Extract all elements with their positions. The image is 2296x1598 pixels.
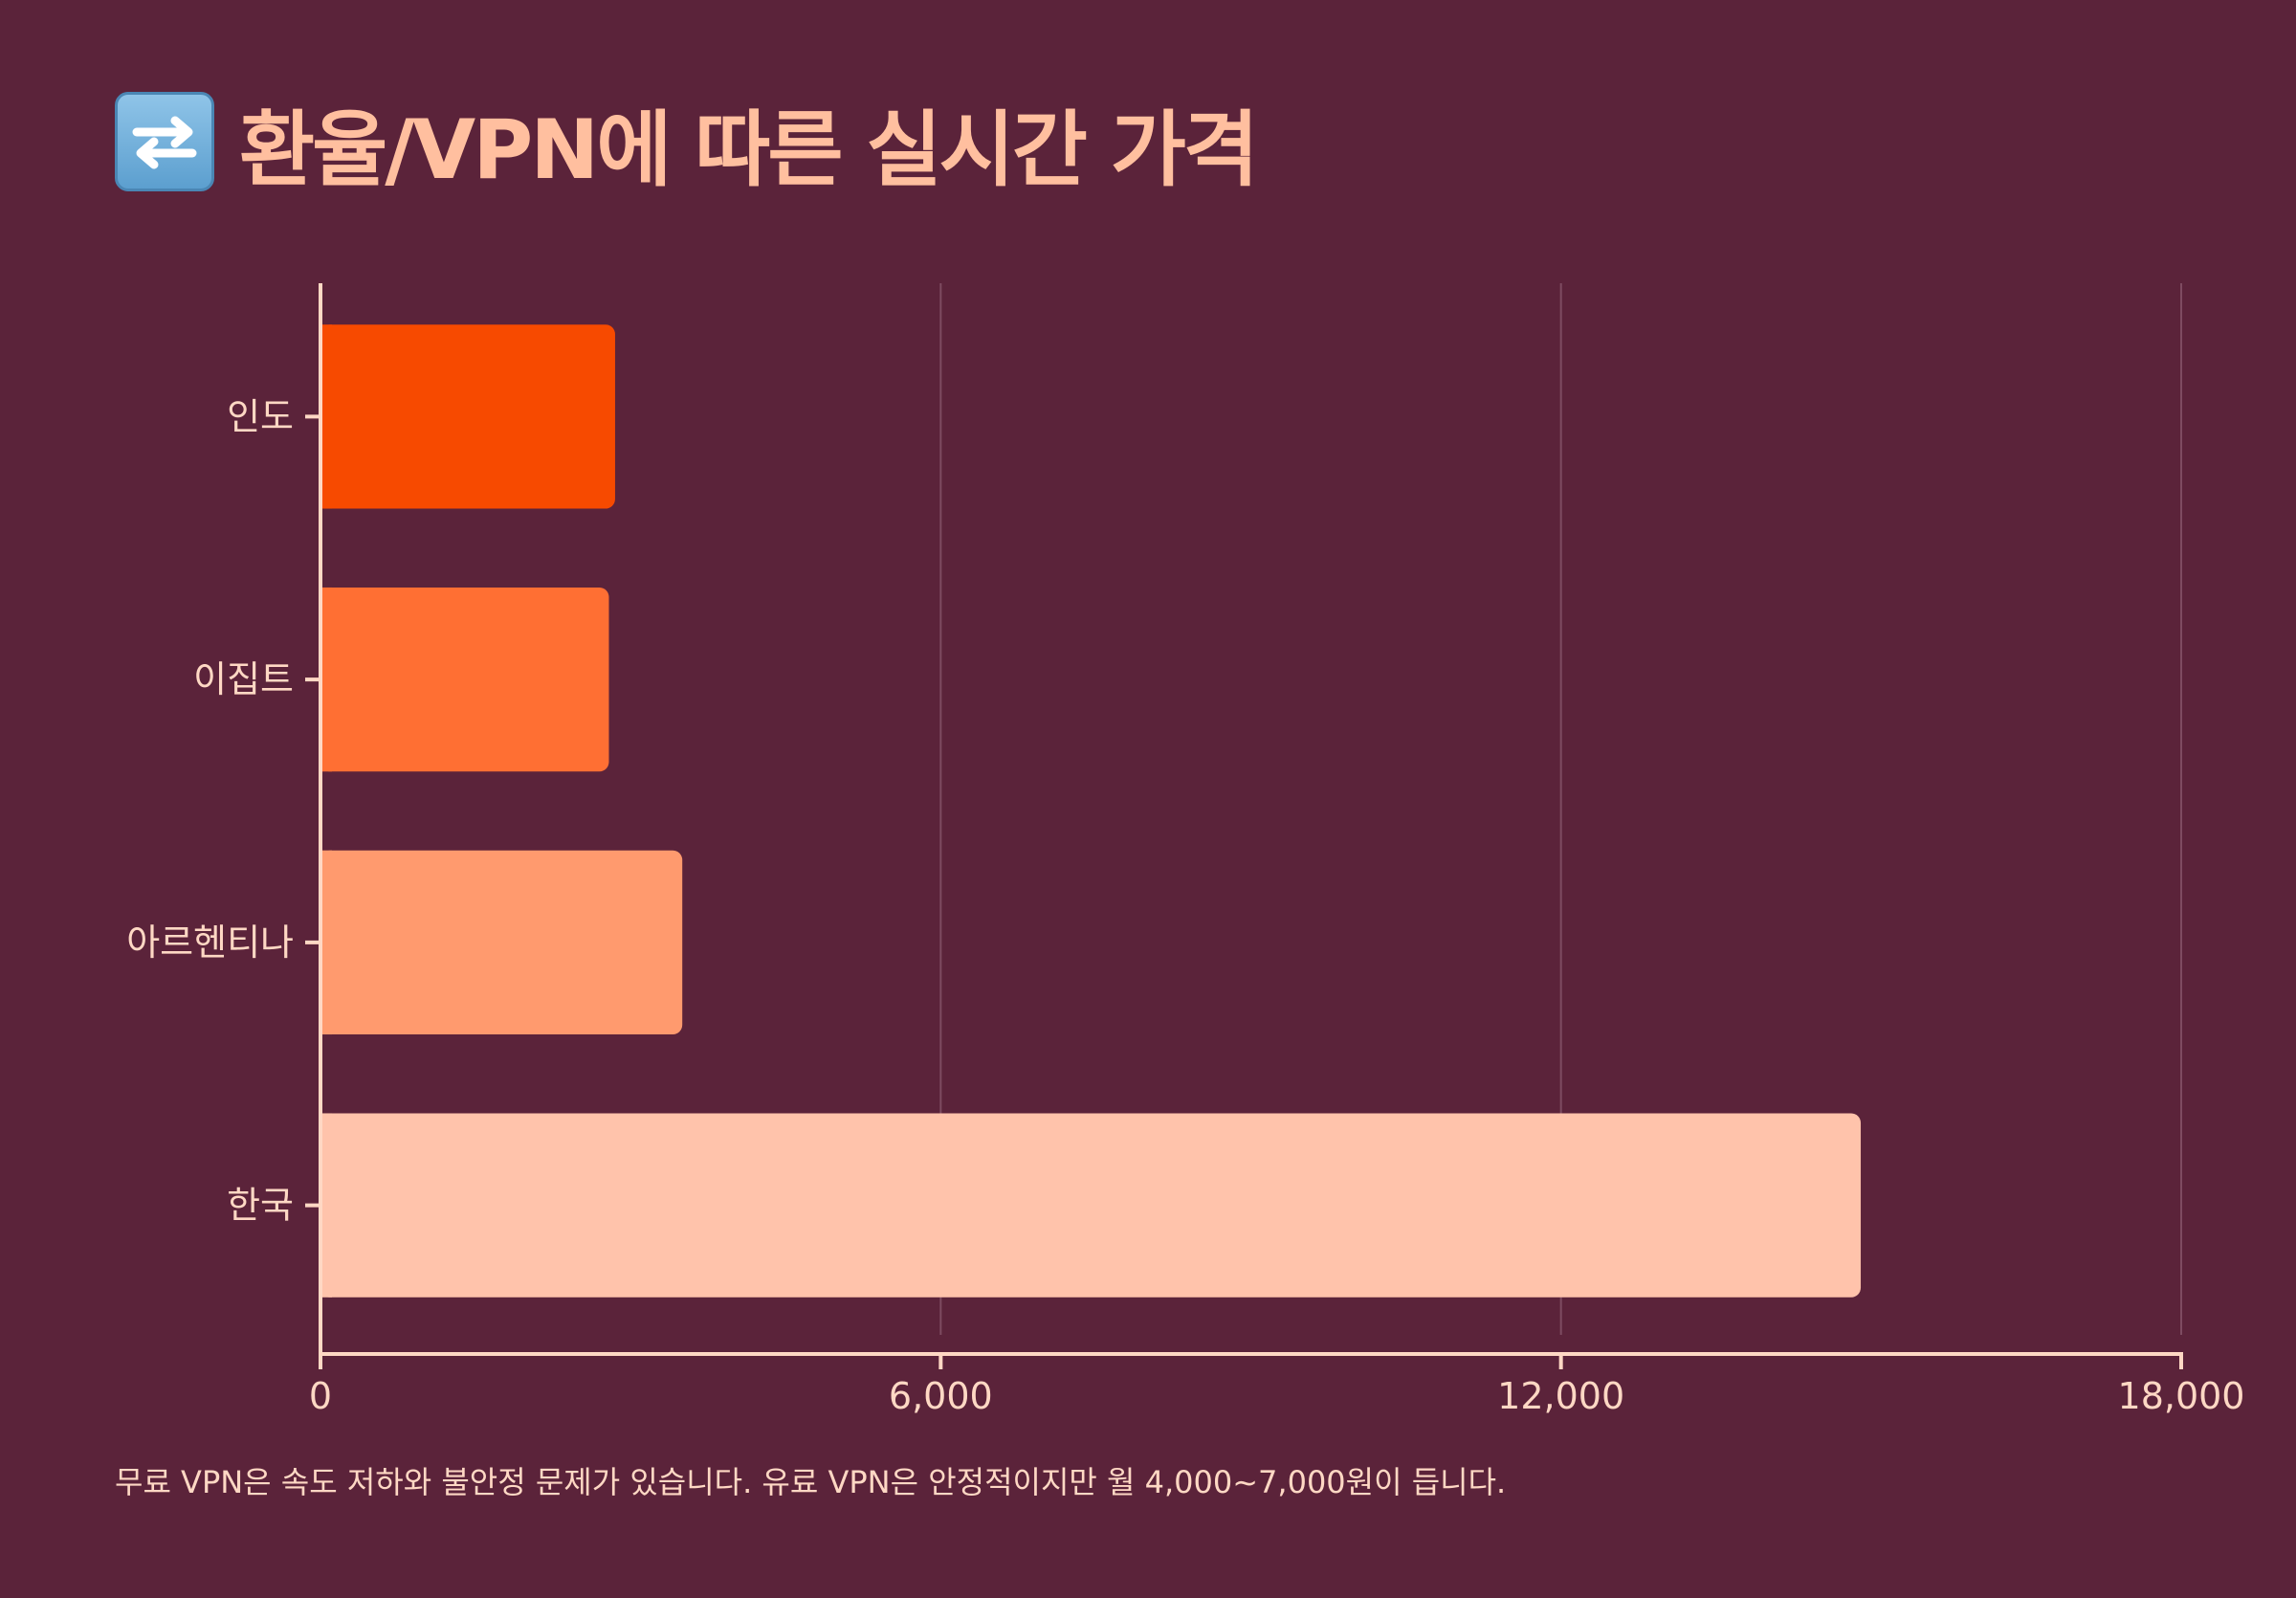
x-tick-label: 18,000 xyxy=(2118,1375,2245,1417)
arrows-counterclockwise-icon xyxy=(115,92,214,191)
bar-3 xyxy=(320,1113,1862,1298)
bar-0-base xyxy=(320,324,332,509)
title-text: 환율/VPN에 따른 실시간 가격 xyxy=(239,101,1259,198)
x-tick-label: 0 xyxy=(309,1375,332,1417)
bar-2-base xyxy=(320,850,332,1035)
category-label: 한국 xyxy=(227,1185,294,1227)
bars xyxy=(320,324,1862,1298)
x-tick-label: 6,000 xyxy=(889,1375,993,1417)
category-label: 아르헨티나 xyxy=(126,921,294,964)
chart-title: 환율/VPN에 따른 실시간 가격 xyxy=(115,84,1259,199)
bar-1 xyxy=(320,587,609,772)
category-label: 인도 xyxy=(227,395,294,437)
bar-0 xyxy=(320,324,615,509)
x-tick-label: 12,000 xyxy=(1497,1375,1624,1417)
bar-2 xyxy=(320,850,683,1035)
footnote: 무료 VPN은 속도 저하와 불안정 문제가 있습니다. 유료 VPN은 안정적… xyxy=(115,1464,1507,1500)
category-label: 이집트 xyxy=(193,658,294,700)
bar-3-base xyxy=(320,1113,332,1298)
bar-1-base xyxy=(320,587,332,772)
